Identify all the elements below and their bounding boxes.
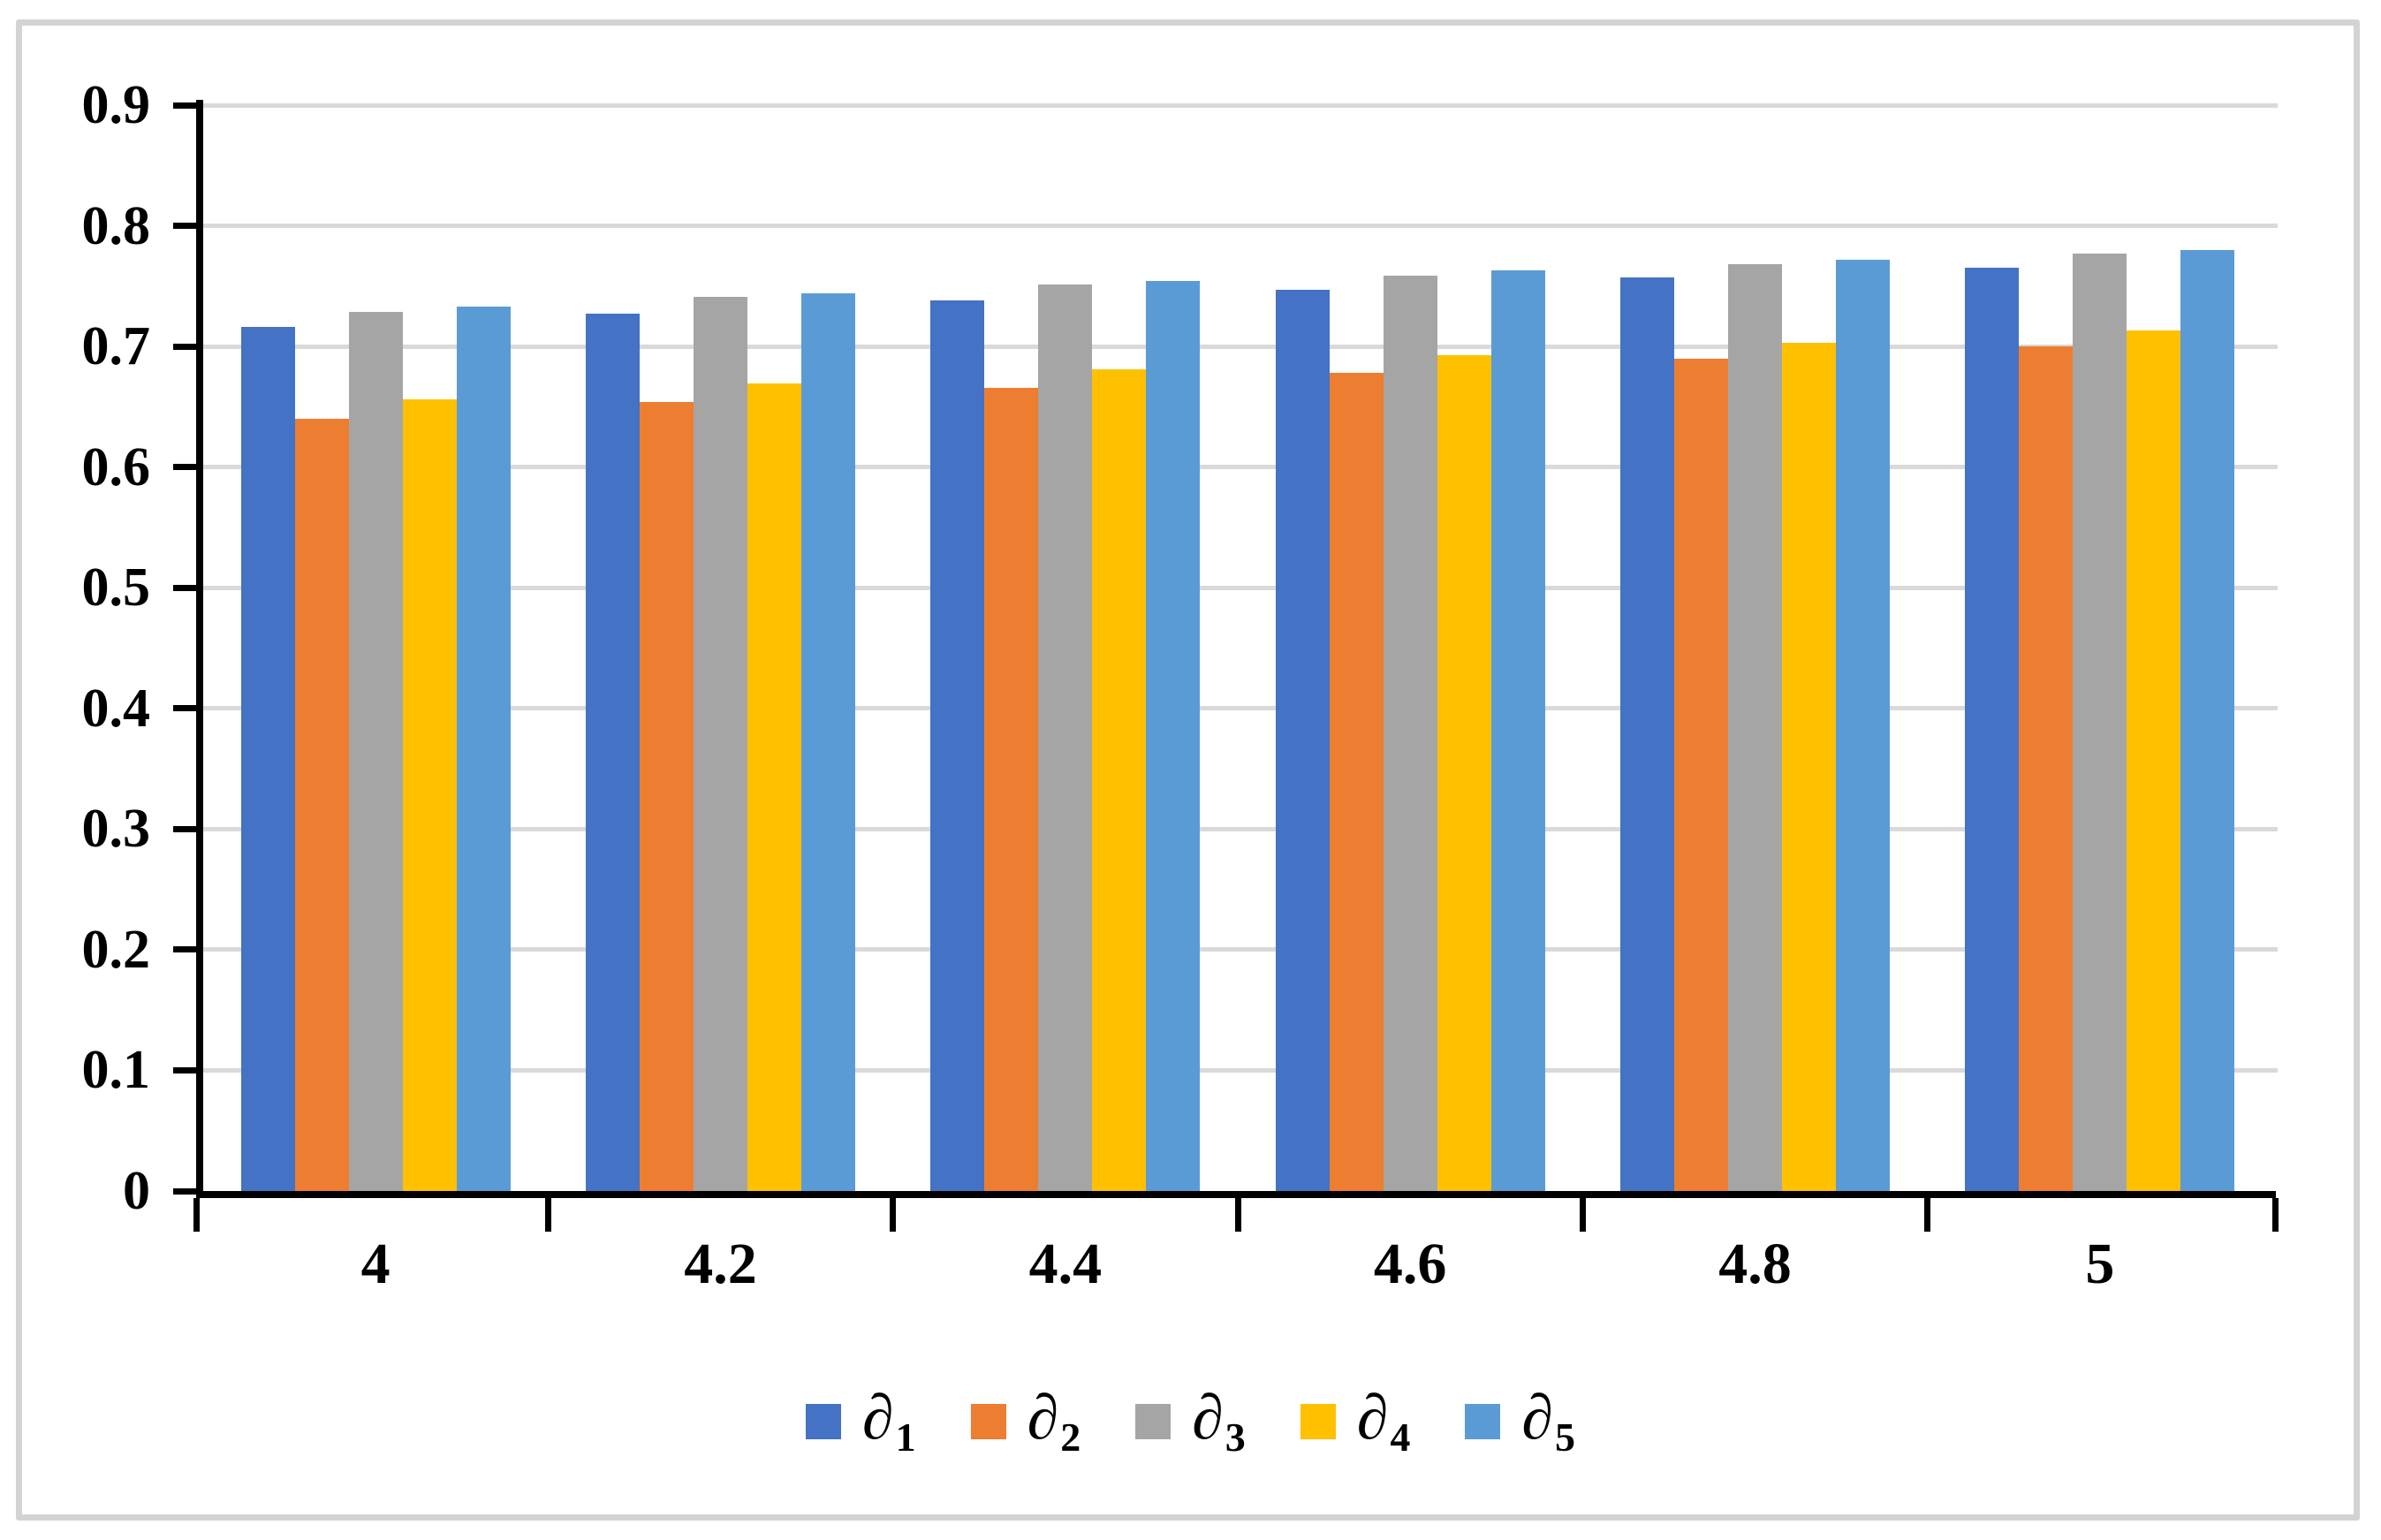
- x-axis-tick-6: [2272, 1198, 2279, 1232]
- x-axis-label-4.4: 4.4: [1028, 1232, 1103, 1296]
- legend-item-∂1: ∂1: [806, 1385, 916, 1458]
- legend-marker-∂4: [1300, 1404, 1336, 1439]
- gridline-0.2: [203, 947, 2278, 952]
- y-axis-tick-0.7: [173, 343, 203, 350]
- bar-∂3-cat-4.8: [1728, 264, 1782, 1191]
- y-axis-line: [196, 100, 203, 1198]
- bar-∂4-cat-4: [402, 399, 457, 1191]
- bar-∂4-cat-4.2: [747, 383, 801, 1191]
- gridline-0.5: [203, 585, 2278, 590]
- bar-∂3-cat-5: [2073, 253, 2127, 1191]
- bar-∂2-cat-4.8: [1674, 358, 1728, 1191]
- x-axis-label-4.2: 4.2: [684, 1232, 757, 1296]
- x-axis-label-4.6: 4.6: [1373, 1232, 1447, 1296]
- y-axis-tick-0.9: [173, 102, 203, 109]
- bar-∂1-cat-4: [240, 327, 295, 1191]
- y-axis-tick-0.3: [173, 825, 203, 832]
- x-axis-label-5: 5: [2085, 1232, 2115, 1296]
- gridline-0.1: [203, 1067, 2278, 1073]
- bar-∂4-cat-5: [2127, 330, 2181, 1191]
- x-axis-tick-2: [890, 1198, 897, 1232]
- gridline-0.6: [203, 465, 2278, 470]
- y-axis-label-0.1: 0.1: [81, 1040, 151, 1101]
- bar-∂4-cat-4.4: [1092, 369, 1147, 1191]
- y-axis-label-0.5: 0.5: [81, 558, 151, 618]
- bar-∂5-cat-4.2: [801, 293, 855, 1191]
- bar-∂4-cat-4.6: [1437, 354, 1491, 1191]
- chart-border-frame: [16, 19, 2360, 1521]
- legend-label-∂3: ∂3: [1192, 1382, 1246, 1460]
- bar-∂2-cat-4: [294, 419, 349, 1191]
- legend-item-∂4: ∂4: [1300, 1382, 1411, 1460]
- bar-∂1-cat-4.4: [930, 300, 985, 1191]
- legend-marker-∂2: [970, 1404, 1006, 1439]
- x-axis-label-4.8: 4.8: [1718, 1232, 1792, 1296]
- y-axis-label-0.7: 0.7: [81, 316, 151, 377]
- bar-∂5-cat-4.6: [1490, 270, 1545, 1191]
- bar-∂5-cat-5: [2180, 249, 2235, 1191]
- x-axis-tick-1: [544, 1198, 551, 1232]
- y-axis-label-0.3: 0.3: [81, 799, 151, 860]
- legend-label-∂4: ∂4: [1356, 1382, 1411, 1460]
- bar-∂5-cat-4.8: [1836, 259, 1890, 1191]
- y-axis-tick-0: [173, 1187, 203, 1195]
- legend: ∂1 ∂2 ∂3 ∂4 ∂5: [0, 1385, 2381, 1458]
- y-axis-label-0: 0: [123, 1161, 150, 1221]
- x-axis-tick-0: [193, 1198, 200, 1232]
- legend-label-∂1: ∂1: [862, 1382, 916, 1460]
- y-axis-tick-0.2: [173, 946, 203, 953]
- y-axis-label-0.6: 0.6: [81, 436, 151, 497]
- y-axis-tick-0.6: [173, 464, 203, 471]
- bar-∂4-cat-4.8: [1782, 343, 1836, 1191]
- legend-item-∂2: ∂2: [970, 1382, 1081, 1460]
- legend-marker-∂1: [806, 1404, 842, 1439]
- bar-∂1-cat-4.8: [1620, 277, 1674, 1191]
- y-axis-tick-0.8: [173, 223, 203, 230]
- legend-marker-∂5: [1465, 1404, 1501, 1439]
- bar-∂3-cat-4: [348, 311, 403, 1191]
- bar-∂5-cat-4.4: [1146, 281, 1201, 1191]
- y-axis-tick-0.4: [173, 705, 203, 712]
- gridline-0.7: [203, 344, 2278, 349]
- bar-∂1-cat-4.2: [586, 314, 640, 1191]
- bar-∂3-cat-4.2: [694, 297, 747, 1191]
- bar-∂1-cat-5: [1965, 268, 2020, 1191]
- gridline-0.9: [203, 102, 2278, 108]
- gridline-0.3: [203, 826, 2278, 831]
- y-axis-label-0.8: 0.8: [81, 195, 151, 256]
- bar-∂3-cat-4.4: [1038, 284, 1093, 1191]
- bar-∂2-cat-4.2: [640, 401, 694, 1191]
- y-axis-label-0.2: 0.2: [81, 919, 151, 980]
- bar-∂2-cat-5: [2019, 346, 2074, 1191]
- gridline-0.4: [203, 706, 2278, 711]
- x-axis-label-4: 4: [360, 1232, 391, 1296]
- bar-∂2-cat-4.4: [984, 387, 1039, 1191]
- bar-∂2-cat-4.6: [1329, 373, 1384, 1191]
- legend-item-∂5: ∂5: [1465, 1385, 1575, 1458]
- x-axis-tick-4: [1579, 1198, 1586, 1232]
- x-axis-line: [196, 1191, 2276, 1198]
- gridline-0.8: [203, 224, 2278, 229]
- legend-marker-∂3: [1135, 1404, 1172, 1439]
- bar-∂5-cat-4: [456, 307, 511, 1191]
- x-axis-tick-5: [1924, 1198, 1931, 1232]
- bar-∂1-cat-4.6: [1275, 289, 1330, 1191]
- y-axis-tick-0.1: [173, 1066, 203, 1073]
- y-axis-label-0.9: 0.9: [81, 75, 151, 135]
- x-axis-tick-3: [1234, 1198, 1241, 1232]
- legend-item-∂3: ∂3: [1135, 1385, 1246, 1458]
- y-axis-tick-0.5: [173, 584, 203, 591]
- bar-∂3-cat-4.6: [1383, 275, 1437, 1191]
- legend-label-∂2: ∂2: [1027, 1382, 1081, 1460]
- y-axis-label-0.4: 0.4: [81, 678, 151, 739]
- legend-label-∂5: ∂5: [1521, 1382, 1575, 1460]
